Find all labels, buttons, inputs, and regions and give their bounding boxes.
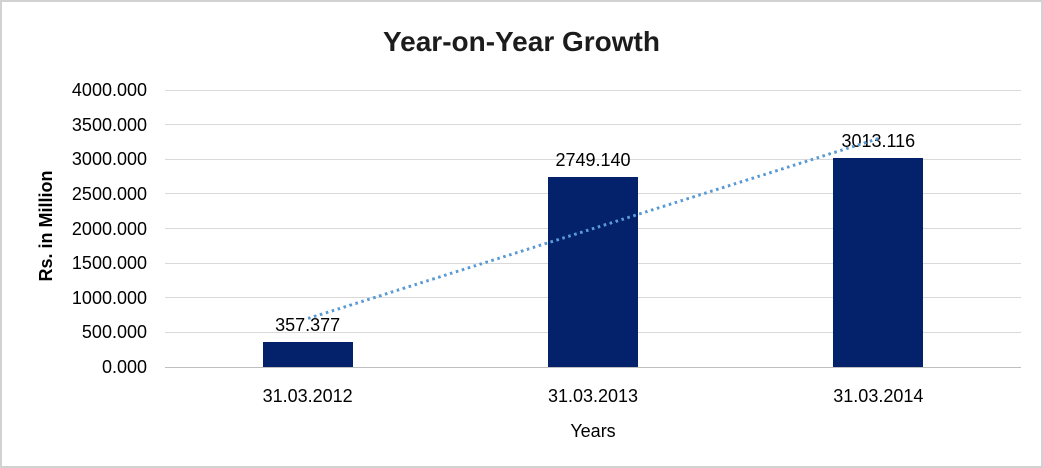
gridline [165,89,1021,91]
gridline [165,124,1021,126]
bar[interactable] [833,158,924,367]
y-tick-label: 2500.000 [71,183,147,204]
bar-value-label: 357.377 [275,315,341,336]
y-tick-label: 0.000 [101,357,147,377]
chart-title: Year-on-Year Growth [383,26,660,57]
plot-area: 357.377 2749.140 3013.116 [165,89,1021,368]
bar[interactable] [548,176,638,367]
x-tick-label: 31.03.2012 [262,386,353,406]
bar-value-label: 2749.140 [555,149,631,170]
y-tick-label: 2000.000 [71,218,147,239]
y-tick-label: 3000.000 [71,149,147,170]
y-tick-label: 500.000 [81,322,147,343]
bar[interactable] [262,342,353,367]
x-tick-label: 31.03.2013 [547,386,639,406]
y-tick-label: 1000.000 [71,287,147,308]
gridline [165,158,1021,160]
y-tick-label: 3500.000 [71,114,147,135]
x-axis-title: Years [570,421,616,441]
x-axis-line [165,366,1021,368]
bar-value-label: 3013.116 [841,131,916,152]
x-tick-label: 31.03.2014 [833,386,924,406]
y-tick-label: 4000.000 [71,80,147,100]
y-tick-label: 1500.000 [71,253,147,274]
